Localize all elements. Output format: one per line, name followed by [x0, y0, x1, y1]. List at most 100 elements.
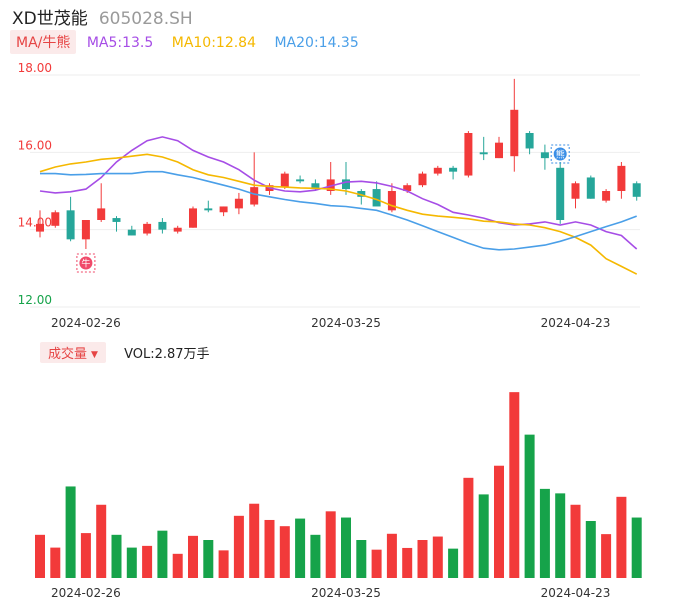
volume-bar	[325, 511, 336, 578]
volume-bar	[539, 488, 550, 578]
volume-bar	[188, 535, 198, 578]
marker-label: 熊	[556, 149, 565, 161]
price-tick-label: 16.00	[18, 138, 52, 152]
volume-bar	[601, 534, 612, 578]
volume-bar	[356, 540, 367, 578]
caret-down-icon: ▼	[91, 350, 98, 360]
candle-body	[296, 179, 305, 182]
ma10-line	[39, 153, 638, 275]
ma10-legend: MA10:12.84	[171, 35, 257, 51]
ma20-line	[40, 170, 637, 251]
volume-bar	[524, 434, 535, 578]
candle-body	[36, 223, 44, 232]
candle-body	[602, 191, 611, 201]
candle-body	[540, 152, 549, 159]
volume-bar	[218, 550, 229, 578]
volume-bar	[126, 547, 137, 578]
volume-bar	[386, 533, 397, 578]
volume-bar	[478, 494, 489, 578]
candle-body	[357, 191, 366, 197]
stock-code: 605028.SH	[98, 9, 193, 29]
volume-bar	[80, 533, 91, 578]
candle-body	[280, 173, 289, 188]
marker-frame	[76, 253, 96, 273]
candle-body	[433, 167, 442, 174]
candle-body	[617, 165, 626, 191]
volume-bar	[585, 521, 596, 578]
candle-body	[479, 152, 488, 155]
volume-bar	[295, 518, 306, 578]
volume-date-tick-label: 2024-03-25	[311, 586, 381, 600]
stock-name: XD世茂能	[12, 9, 88, 29]
candle-body	[464, 133, 473, 176]
volume-bar	[310, 534, 321, 578]
volume-bar	[631, 517, 642, 578]
volume-bar	[50, 547, 61, 578]
candle-body	[418, 173, 427, 186]
candle-body	[97, 208, 106, 220]
candle-body	[342, 179, 350, 190]
volume-bar	[432, 536, 443, 578]
volume-bar	[371, 549, 382, 578]
volume-indicator-button[interactable]: 成交量 ▼	[40, 342, 106, 363]
candle-body	[66, 210, 75, 240]
volume-value: VOL:2.87万手	[124, 347, 210, 362]
candle-body	[143, 223, 152, 234]
candle-body	[495, 142, 503, 159]
volume-bar	[509, 392, 520, 578]
candle-body	[632, 183, 641, 197]
candle-body	[219, 206, 228, 213]
date-tick-label: 2024-04-23	[541, 316, 611, 330]
candle-body	[234, 198, 243, 209]
volume-bar	[417, 540, 428, 578]
candle-body	[81, 220, 90, 240]
date-tick-label: 2024-02-26	[51, 316, 121, 330]
candle-body	[204, 208, 213, 211]
volume-bar	[96, 504, 107, 578]
volume-bar	[203, 540, 214, 578]
date-tick-label: 2024-03-25	[311, 316, 381, 330]
price-tick-label: 14.00	[18, 216, 52, 230]
volume-bar	[616, 496, 627, 578]
volume-bar	[570, 504, 581, 578]
volume-bar	[157, 530, 168, 578]
candle-body	[525, 133, 534, 149]
volume-bar	[65, 486, 76, 578]
bull-signal-icon	[79, 256, 93, 270]
volume-bar	[264, 519, 275, 578]
candle-body	[372, 189, 381, 207]
volume-bar	[142, 545, 153, 578]
candle-body	[387, 191, 396, 211]
candle-body	[311, 183, 320, 190]
volume-bar	[249, 503, 260, 578]
marker-frame	[550, 144, 570, 164]
candle-body	[189, 208, 197, 228]
volume-bar	[463, 477, 474, 578]
volume-bar	[35, 534, 45, 578]
marker-label: 牛	[81, 258, 90, 270]
volume-legend: 成交量 ▼ VOL:2.87万手	[40, 342, 210, 363]
candle-body	[173, 227, 182, 232]
volume-button-label: 成交量	[48, 347, 88, 362]
stock-title: XD世茂能 605028.SH	[12, 4, 193, 29]
volume-bar	[172, 553, 183, 578]
ma20-legend: MA20:14.35	[274, 35, 359, 51]
candle-body	[250, 187, 259, 205]
candle-body	[556, 167, 565, 220]
volume-bar	[448, 548, 459, 578]
candle-body	[510, 109, 519, 157]
ma5-legend: MA5:13.5	[86, 35, 154, 51]
volume-bar	[279, 526, 290, 578]
price-tick-label: 12.00	[18, 293, 52, 307]
candle-body	[51, 212, 60, 226]
ma-indicator-button[interactable]: MA/牛熊	[10, 30, 77, 54]
candle-body	[403, 185, 412, 191]
volume-bar	[494, 465, 504, 578]
candle-body	[112, 218, 121, 222]
candle-body	[127, 229, 136, 236]
candle-body	[571, 183, 580, 199]
volume-date-tick-label: 2024-04-23	[541, 586, 611, 600]
ma5-line	[39, 136, 638, 250]
volume-bar	[402, 547, 413, 578]
